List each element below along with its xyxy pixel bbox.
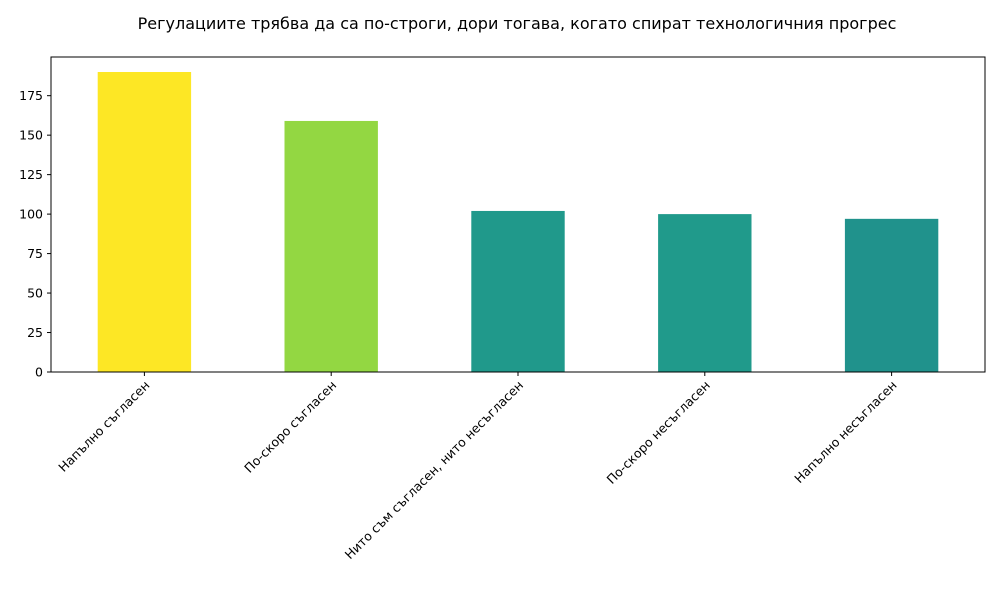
y-tick-label: 125 (19, 167, 43, 182)
y-tick-label: 75 (27, 246, 43, 261)
bar (284, 120, 378, 372)
bar (97, 72, 192, 372)
chart-title: Регулациите трябва да са по-строги, дори… (138, 14, 897, 33)
bar (658, 214, 752, 372)
plot-frame (50, 56, 986, 373)
x-tick-label: По-скоро несъгласен (604, 378, 713, 487)
y-tick-label: 100 (19, 207, 43, 222)
y-tick-label: 0 (35, 365, 43, 380)
y-tick-label: 50 (27, 286, 43, 301)
x-tick-label: Напълно несъгласен (791, 378, 899, 486)
plot-bars (97, 72, 939, 372)
x-axis: Напълно съгласен По-скоро съгласен Нито съ… (55, 372, 900, 562)
x-tick-label: Напълно съгласен (55, 378, 152, 475)
bar (844, 218, 939, 372)
bar (471, 210, 565, 372)
y-tick-label: 175 (19, 88, 43, 103)
x-tick-label: Нито съм съгласен, нито несъгласен (342, 378, 526, 562)
y-axis: 0 25 50 75 100 125 150 175 (19, 88, 51, 380)
x-tick-label: По-скоро съгласен (241, 378, 339, 476)
y-tick-label: 150 (19, 128, 43, 143)
y-tick-label: 25 (27, 325, 43, 340)
